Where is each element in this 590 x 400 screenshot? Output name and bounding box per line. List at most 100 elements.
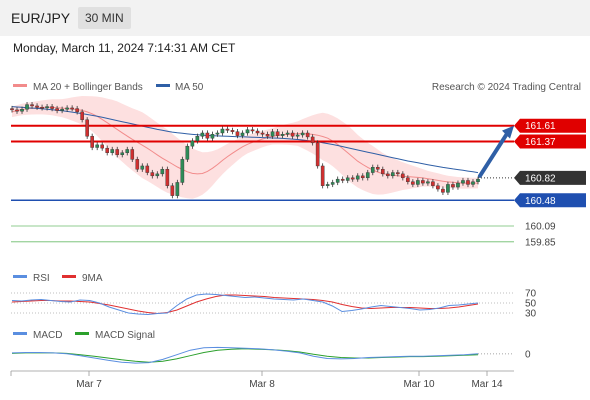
candle bbox=[215, 132, 220, 135]
candle bbox=[105, 147, 110, 153]
candle bbox=[406, 177, 410, 182]
candle bbox=[280, 134, 285, 136]
candle bbox=[360, 175, 365, 179]
candle bbox=[200, 132, 205, 137]
candle bbox=[235, 131, 240, 136]
candle bbox=[365, 172, 370, 179]
candle bbox=[155, 173, 160, 177]
legend-rsi-swatch bbox=[13, 275, 27, 278]
candle bbox=[165, 169, 170, 186]
candle bbox=[416, 180, 420, 185]
candle bbox=[225, 128, 230, 131]
time-tick-label: Mar 8 bbox=[249, 379, 275, 390]
legend-rsi-label: RSI bbox=[33, 273, 50, 284]
candle bbox=[476, 178, 480, 182]
candle bbox=[15, 109, 19, 112]
legend-macd-label: MACD bbox=[33, 330, 62, 341]
candle bbox=[30, 104, 34, 107]
rsi-level-label: 50 bbox=[525, 299, 537, 310]
candle bbox=[120, 152, 125, 155]
candle bbox=[260, 132, 265, 135]
target-label: 160.09 bbox=[525, 221, 556, 232]
candle bbox=[70, 107, 74, 110]
candle bbox=[75, 108, 79, 113]
candle bbox=[10, 108, 14, 111]
candle bbox=[250, 129, 255, 132]
candle bbox=[220, 128, 225, 134]
candle bbox=[451, 184, 455, 188]
ma20-line bbox=[11, 106, 478, 184]
symbol-label: EUR/JPY bbox=[11, 10, 71, 26]
candle bbox=[431, 181, 435, 186]
candle bbox=[95, 144, 99, 148]
candle bbox=[330, 182, 335, 185]
candle bbox=[205, 132, 210, 139]
candle bbox=[335, 178, 340, 183]
candle bbox=[426, 181, 430, 184]
candle bbox=[375, 167, 380, 170]
candle bbox=[60, 109, 64, 111]
legend-bollinger-label: MA 20 + Bollinger Bands bbox=[33, 82, 143, 93]
macd-panel: 0 bbox=[11, 346, 531, 364]
watermark: Research © 2024 Trading Central bbox=[432, 82, 581, 93]
candle bbox=[340, 178, 345, 181]
candle bbox=[396, 172, 400, 175]
legend-macd-signal-swatch bbox=[75, 332, 89, 335]
candle bbox=[456, 182, 460, 188]
price-panel: 161.61 161.37 160.82 160.48 160.09 159.85 bbox=[10, 96, 586, 248]
candle bbox=[295, 134, 300, 137]
candle bbox=[90, 136, 94, 148]
candle bbox=[240, 132, 245, 136]
support-label: 160.48 bbox=[525, 196, 556, 207]
candle bbox=[100, 144, 104, 149]
candle bbox=[245, 129, 250, 134]
current-price-label: 160.82 bbox=[525, 173, 556, 184]
candle bbox=[130, 149, 135, 160]
candle bbox=[411, 181, 415, 185]
candle bbox=[255, 130, 260, 134]
candle bbox=[421, 180, 425, 184]
current-price-badge bbox=[514, 170, 586, 185]
candle bbox=[20, 109, 24, 112]
candle bbox=[386, 173, 390, 177]
candle bbox=[80, 111, 84, 120]
time-axis: Mar 7 Mar 8 Mar 10 Mar 14 bbox=[10, 370, 514, 390]
macd-level-label: 0 bbox=[525, 349, 531, 360]
candle bbox=[461, 180, 465, 184]
candle bbox=[290, 132, 295, 137]
candle bbox=[40, 107, 44, 109]
candle bbox=[175, 182, 180, 196]
ma50-line bbox=[11, 106, 479, 174]
candle bbox=[370, 167, 375, 173]
candle bbox=[160, 169, 165, 175]
candle bbox=[446, 184, 450, 193]
candle bbox=[35, 105, 39, 108]
legend-macd-signal-label: MACD Signal bbox=[95, 330, 155, 341]
candle bbox=[305, 132, 310, 138]
candle bbox=[320, 165, 325, 186]
candle bbox=[45, 106, 49, 109]
resistance-1-badge bbox=[514, 118, 586, 133]
resistance-2-badge bbox=[514, 134, 586, 149]
legend-rsi-ma-swatch bbox=[62, 275, 76, 278]
candle bbox=[285, 132, 290, 135]
candle bbox=[195, 136, 200, 142]
candle bbox=[190, 140, 195, 147]
candle bbox=[65, 107, 69, 110]
candle bbox=[355, 175, 360, 180]
legend-rsi-ma-label: 9MA bbox=[82, 273, 103, 284]
time-tick-label: Mar 14 bbox=[471, 379, 503, 390]
candle bbox=[55, 108, 59, 111]
candle bbox=[270, 131, 275, 137]
candle bbox=[380, 169, 385, 175]
candle bbox=[315, 142, 320, 167]
candle bbox=[145, 165, 150, 173]
legend-ma50-label: MA 50 bbox=[175, 82, 204, 93]
candle bbox=[265, 134, 270, 137]
candle bbox=[275, 131, 280, 136]
timeframe-button[interactable]: 30 MIN bbox=[78, 7, 131, 29]
candle bbox=[391, 172, 395, 177]
candle bbox=[125, 149, 130, 153]
